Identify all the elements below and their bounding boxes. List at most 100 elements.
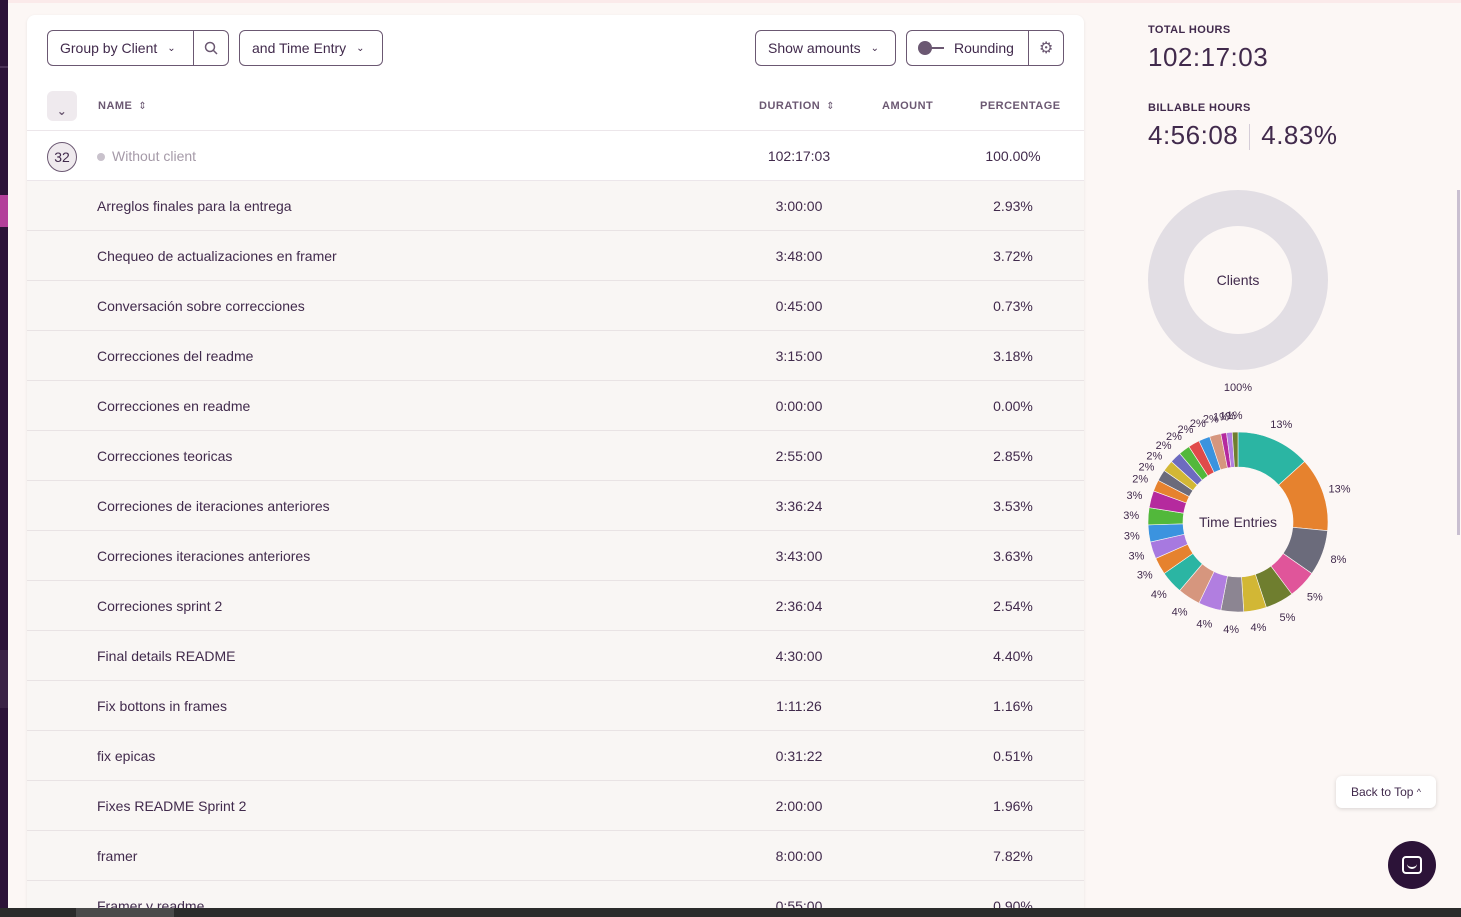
total-hours-value: 102:17:03 — [1148, 42, 1269, 72]
entry-percentage: 0.90% — [993, 898, 1033, 908]
rounding-settings-button[interactable]: ⚙ — [1029, 31, 1063, 65]
entry-percentage: 3.72% — [993, 248, 1033, 264]
entry-name: fix epicas — [97, 748, 156, 764]
group-by-dropdown[interactable]: Group by Client ⌄ — [48, 31, 195, 65]
clients-donut-chart — [1148, 190, 1328, 370]
entry-duration: 2:00:00 — [775, 798, 823, 814]
slice-label: 4% — [1196, 619, 1212, 631]
rounding-toggle[interactable]: Rounding — [907, 31, 1030, 65]
slice-label: 2% — [1166, 431, 1182, 443]
back-to-top-label: Back to Top — [1350, 785, 1414, 799]
slice-label: 13% — [1329, 483, 1351, 495]
table-row[interactable]: Correcciones en readme 0:00:00 0.00% — [27, 381, 1084, 431]
entry-percentage: 3.18% — [993, 348, 1033, 364]
entry-name: Correciones iteraciones anteriores — [97, 548, 311, 564]
entry-name: Arreglos finales para la entrega — [97, 198, 292, 214]
group-by-control: Group by Client ⌄ — [47, 30, 229, 66]
slice-label: 3% — [1123, 510, 1139, 522]
clients-chart-label: Clients — [1216, 272, 1260, 288]
table-row[interactable]: framer 8:00:00 7.82% — [27, 831, 1084, 881]
table-row[interactable]: Correcciones del readme 3:15:00 3.18% — [27, 331, 1084, 381]
entry-percentage: 4.40% — [993, 648, 1033, 664]
entry-percentage: 0.73% — [993, 298, 1033, 314]
billable-hours-summary: 4:56:08 4.83% — [1148, 120, 1337, 151]
back-to-top-button[interactable]: Back to Top ^ — [1336, 776, 1436, 808]
table-row[interactable]: Correciones sprint 2 2:36:04 2.54% — [27, 581, 1084, 631]
slice-label: 2% — [1132, 474, 1148, 486]
scrollbar[interactable] — [1457, 190, 1460, 535]
table-row[interactable]: Correciones de iteraciones anteriores 3:3… — [27, 481, 1084, 531]
entry-duration: 3:15:00 — [775, 348, 823, 364]
table-row[interactable]: fix epicas 0:31:22 0.51% — [27, 731, 1084, 781]
entry-name: Fixes README Sprint 2 — [97, 798, 247, 814]
chevron-down-icon: ⌄ — [56, 104, 68, 118]
client-group-row[interactable]: 32 Without client 102:17:03 100.00% — [27, 131, 1084, 181]
entry-duration: 2:55:00 — [775, 448, 823, 464]
chevron-down-icon: ⌄ — [356, 42, 365, 54]
table-row[interactable]: Conversación sobre correcciones 0:45:00 0.… — [27, 281, 1084, 331]
entry-name: Correciones sprint 2 — [97, 598, 223, 614]
billable-percentage: 4.83% — [1261, 120, 1338, 150]
entry-name: Correcciones teoricas — [97, 448, 233, 464]
time-entry-slice[interactable] — [1231, 431, 1239, 468]
slice-label: 3% — [1124, 531, 1140, 543]
time-entries-donut-chart: 13%13%8%5%5%4%4%4%4%4%3%3%3%3%3%2%2%2%2%… — [1123, 410, 1351, 636]
entry-duration: 3:00:00 — [775, 198, 823, 214]
chat-launcher-button[interactable] — [1388, 841, 1436, 889]
entry-name: Final details README — [97, 648, 236, 664]
table-row[interactable]: Framer y readme 0:55:00 0.90% — [27, 881, 1084, 908]
table-row[interactable]: Fix bottons in frames 1:11:26 1.16% — [27, 681, 1084, 731]
slice-label: 2% — [1156, 440, 1172, 452]
entry-name: framer — [97, 848, 138, 864]
billable-hours-caption: BILLABLE HOURS — [1148, 102, 1251, 114]
entry-percentage: 0.51% — [993, 748, 1033, 764]
group-by-label: Group by Client — [60, 40, 158, 56]
search-button[interactable] — [194, 31, 228, 65]
entry-percentage: 2.93% — [993, 198, 1033, 214]
show-amounts-label: Show amounts — [768, 40, 861, 56]
clients-slice[interactable] — [1148, 190, 1328, 370]
billable-hours-value: 4:56:08 — [1148, 120, 1239, 150]
header-percentage: PERCENTAGE — [980, 100, 1061, 112]
header-name[interactable]: NAME ⇕ — [98, 100, 148, 112]
table-row[interactable]: Correcciones teoricas 2:55:00 2.85% — [27, 431, 1084, 481]
table-row[interactable]: Correciones iteraciones anteriores 3:43:0… — [27, 531, 1084, 581]
slice-label: 4% — [1151, 589, 1167, 601]
slice-label: 4% — [1223, 624, 1239, 636]
table-row[interactable]: Fixes README Sprint 2 2:00:00 1.96% — [27, 781, 1084, 831]
client-color-dot — [97, 153, 105, 161]
entry-duration: 3:43:00 — [775, 548, 823, 564]
entry-count-badge[interactable]: 32 — [47, 142, 77, 172]
slice-label: 13% — [1270, 419, 1292, 431]
total-hours-caption: TOTAL HOURS — [1148, 24, 1231, 36]
taskbar — [0, 908, 1461, 917]
header-amount: AMOUNT — [882, 100, 934, 112]
entry-percentage: 1.96% — [993, 798, 1033, 814]
slice-label: 3% — [1127, 490, 1143, 502]
sort-icon: ⇕ — [138, 101, 148, 112]
table-row[interactable]: Arreglos finales para la entrega 3:00:00 2… — [27, 181, 1084, 231]
show-amounts-dropdown[interactable]: Show amounts ⌄ — [755, 30, 896, 66]
slice-label: 5% — [1307, 591, 1323, 603]
entry-duration: 3:36:24 — [775, 498, 823, 514]
entry-name: Conversación sobre correcciones — [97, 298, 305, 314]
subgroup-dropdown[interactable]: and Time Entry ⌄ — [239, 30, 383, 66]
slice-label: 2% — [1203, 413, 1219, 425]
client-percentage: 100.00% — [985, 148, 1041, 164]
header-duration[interactable]: DURATION ⇕ — [759, 100, 836, 112]
entry-percentage: 3.53% — [993, 498, 1033, 514]
table-row[interactable]: Chequeo de actualizaciones en framer 3:48… — [27, 231, 1084, 281]
report-panel: Group by Client ⌄ and Time Entry ⌄ Show … — [27, 15, 1084, 908]
sort-icon: ⇕ — [826, 101, 836, 112]
entry-duration: 0:55:00 — [775, 898, 823, 908]
entry-percentage: 2.54% — [993, 598, 1033, 614]
report-toolbar: Group by Client ⌄ and Time Entry ⌄ Show … — [27, 15, 1084, 85]
table-row[interactable]: Final details README 4:30:00 4.40% — [27, 631, 1084, 681]
entry-duration: 1:11:26 — [776, 698, 822, 714]
slice-label: 4% — [1251, 622, 1267, 634]
chevron-down-icon: ⌄ — [167, 42, 176, 54]
collapse-all-button[interactable]: ⌄ — [47, 91, 77, 121]
slice-label: 3% — [1137, 570, 1153, 582]
slice-label: 1% — [1213, 411, 1229, 423]
entry-percentage: 2.85% — [993, 448, 1033, 464]
